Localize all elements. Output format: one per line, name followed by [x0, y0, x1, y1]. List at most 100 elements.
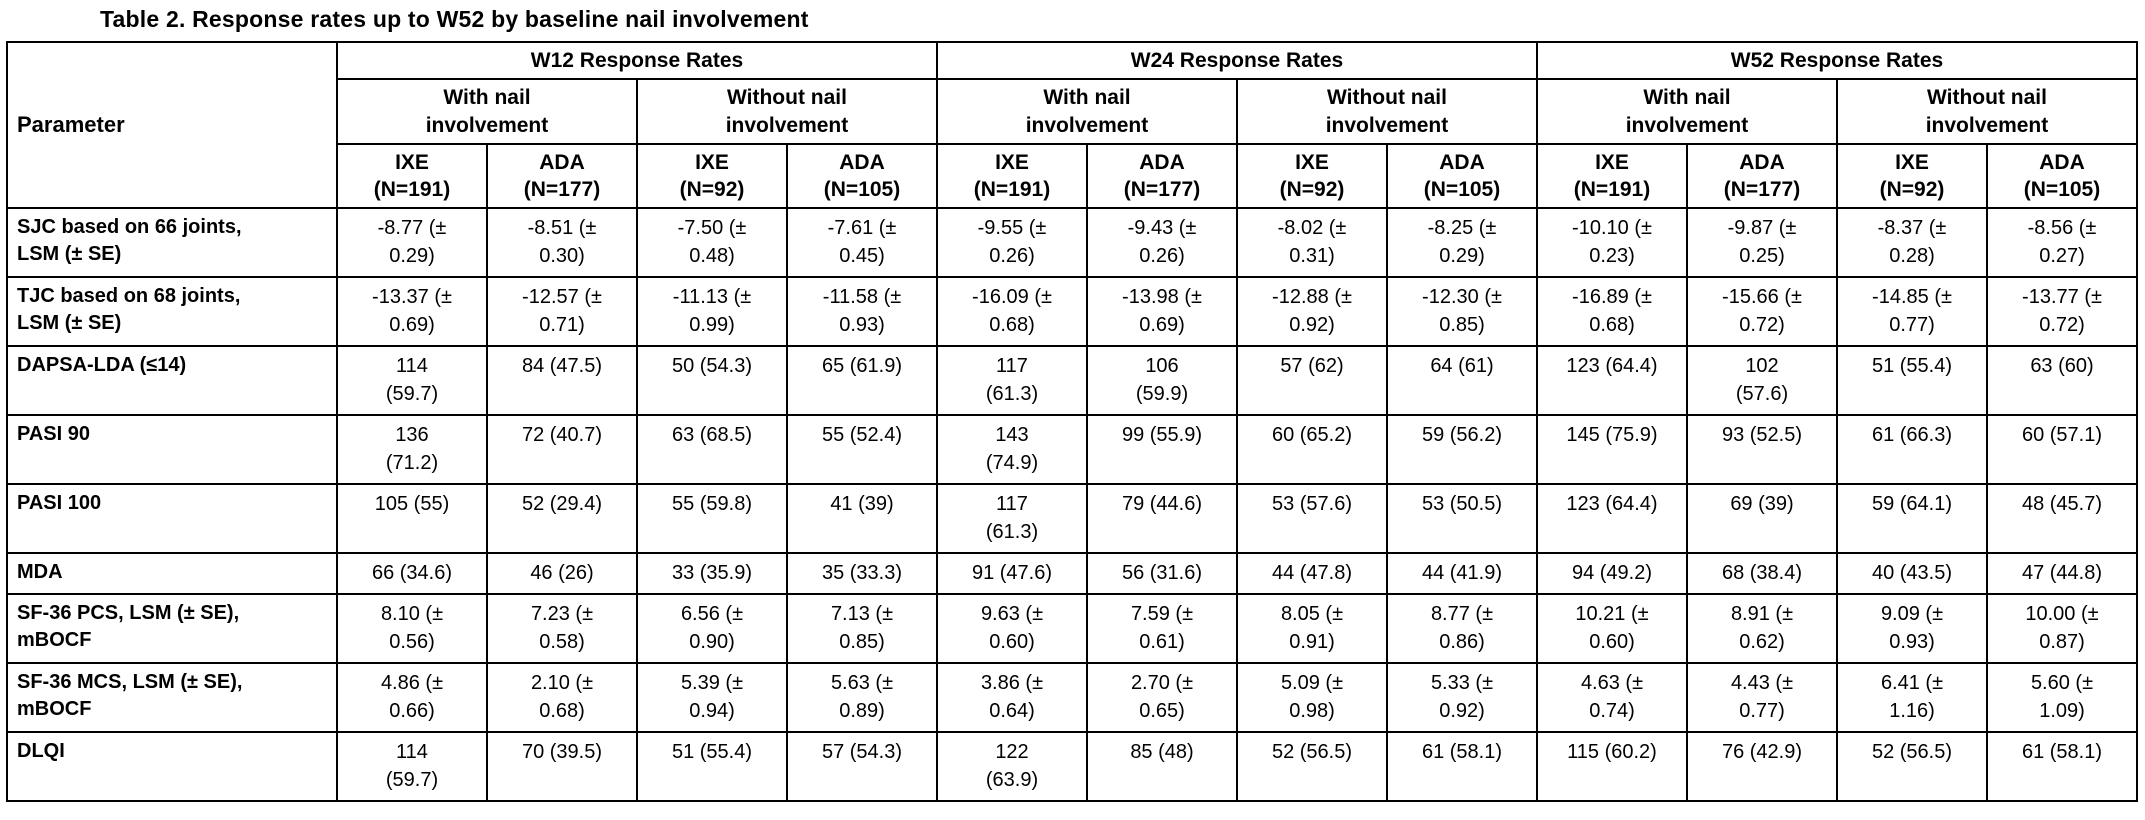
- value-cell: -7.50 (± 0.48): [636, 207, 788, 279]
- arm-header-w12-with-ixe: IXE (N=191): [336, 142, 488, 210]
- value-cell: 68 (38.4): [1686, 552, 1838, 596]
- value-cell: 102 (57.6): [1686, 345, 1838, 417]
- parameter-cell: PASI 90: [6, 414, 338, 486]
- value-cell: 35 (33.3): [786, 552, 938, 596]
- parameter-cell: DAPSA-LDA (≤14): [6, 345, 338, 417]
- value-cell: 6.56 (± 0.90): [636, 593, 788, 665]
- parameter-cell: MDA: [6, 552, 338, 596]
- value-cell: 63 (68.5): [636, 414, 788, 486]
- value-cell: 115 (60.2): [1536, 731, 1688, 803]
- value-cell: -8.25 (± 0.29): [1386, 207, 1538, 279]
- value-cell: 64 (61): [1386, 345, 1538, 417]
- value-cell: 61 (66.3): [1836, 414, 1988, 486]
- value-cell: 79 (44.6): [1086, 483, 1238, 555]
- parameter-cell: SJC based on 66 joints, LSM (± SE): [6, 207, 338, 279]
- arm-header-w12-without-ixe: IXE (N=92): [636, 142, 788, 210]
- value-cell: 57 (54.3): [786, 731, 938, 803]
- value-cell: 7.23 (± 0.58): [486, 593, 638, 665]
- value-cell: 2.70 (± 0.65): [1086, 662, 1238, 734]
- response-rates-table: Parameter W12 Response Rates W24 Respons…: [6, 40, 2138, 803]
- arm-header-w24-without-ada: ADA (N=105): [1386, 142, 1538, 210]
- value-cell: 69 (39): [1686, 483, 1838, 555]
- value-cell: 56 (31.6): [1086, 552, 1238, 596]
- value-cell: 91 (47.6): [936, 552, 1088, 596]
- value-cell: 60 (65.2): [1236, 414, 1388, 486]
- value-cell: -14.85 (± 0.77): [1836, 276, 1988, 348]
- table-body: SJC based on 66 joints, LSM (± SE) -8.77 …: [6, 207, 2138, 803]
- arm-header-w24-without-ixe: IXE (N=92): [1236, 142, 1388, 210]
- value-cell: 51 (55.4): [636, 731, 788, 803]
- table-row-dlqi: DLQI 114 (59.7) 70 (39.5) 51 (55.4) 57 (54.3…: [6, 731, 2138, 803]
- header-row-arms: IXE (N=191) ADA (N=177) IXE (N=92) ADA (…: [7, 142, 2138, 210]
- value-cell: 10.00 (± 0.87): [1986, 593, 2138, 665]
- value-cell: -8.56 (± 0.27): [1986, 207, 2138, 279]
- value-cell: 52 (29.4): [486, 483, 638, 555]
- nail-group-header-w52-with: With nail involvement: [1536, 78, 1838, 145]
- page: Table 2. Response rates up to W52 by bas…: [6, 6, 2138, 803]
- value-cell: -13.98 (± 0.69): [1086, 276, 1238, 348]
- value-cell: -16.09 (± 0.68): [936, 276, 1088, 348]
- value-cell: 65 (61.9): [786, 345, 938, 417]
- arm-header-w52-with-ada: ADA (N=177): [1686, 142, 1838, 210]
- value-cell: -13.37 (± 0.69): [336, 276, 488, 348]
- arm-header-w12-without-ada: ADA (N=105): [786, 142, 938, 210]
- value-cell: -12.30 (± 0.85): [1386, 276, 1538, 348]
- value-cell: 52 (56.5): [1836, 731, 1988, 803]
- header-row-timepoints: Parameter W12 Response Rates W24 Respons…: [6, 40, 2138, 210]
- value-cell: 41 (39): [786, 483, 938, 555]
- value-cell: 8.05 (± 0.91): [1236, 593, 1388, 665]
- value-cell: -7.61 (± 0.45): [786, 207, 938, 279]
- value-cell: -11.13 (± 0.99): [636, 276, 788, 348]
- parameter-cell: DLQI: [6, 731, 338, 803]
- value-cell: 123 (64.4): [1536, 483, 1688, 555]
- table-header: Parameter W12 Response Rates W24 Respons…: [6, 40, 2138, 210]
- table-row-sjc-based-on-66-joints-lsm-se: SJC based on 66 joints, LSM (± SE) -8.77 …: [6, 207, 2138, 279]
- table-title: Table 2. Response rates up to W52 by bas…: [100, 6, 809, 32]
- value-cell: 5.39 (± 0.94): [636, 662, 788, 734]
- value-cell: -16.89 (± 0.68): [1536, 276, 1688, 348]
- parameter-cell: PASI 100: [6, 483, 338, 555]
- value-cell: 76 (42.9): [1686, 731, 1838, 803]
- value-cell: 7.13 (± 0.85): [786, 593, 938, 665]
- value-cell: 5.63 (± 0.89): [786, 662, 938, 734]
- value-cell: 61 (58.1): [1986, 731, 2138, 803]
- value-cell: 2.10 (± 0.68): [486, 662, 638, 734]
- value-cell: 123 (64.4): [1536, 345, 1688, 417]
- table-row-tjc-based-on-68-joints-lsm-se: TJC based on 68 joints, LSM (± SE) -13.37…: [6, 276, 2138, 348]
- value-cell: 60 (57.1): [1986, 414, 2138, 486]
- value-cell: 122 (63.9): [936, 731, 1088, 803]
- value-cell: -12.57 (± 0.71): [486, 276, 638, 348]
- value-cell: 59 (56.2): [1386, 414, 1538, 486]
- value-cell: 4.86 (± 0.66): [336, 662, 488, 734]
- value-cell: -9.43 (± 0.26): [1086, 207, 1238, 279]
- nail-group-header-w24-with: With nail involvement: [936, 78, 1238, 145]
- value-cell: 9.09 (± 0.93): [1836, 593, 1988, 665]
- value-cell: 46 (26): [486, 552, 638, 596]
- value-cell: 4.43 (± 0.77): [1686, 662, 1838, 734]
- value-cell: 57 (62): [1236, 345, 1388, 417]
- value-cell: 117 (61.3): [936, 345, 1088, 417]
- value-cell: -10.10 (± 0.23): [1536, 207, 1688, 279]
- value-cell: -9.87 (± 0.25): [1686, 207, 1838, 279]
- value-cell: 5.60 (± 1.09): [1986, 662, 2138, 734]
- nail-group-header-w52-without: Without nail involvement: [1836, 78, 2138, 145]
- arm-header-w52-without-ixe: IXE (N=92): [1836, 142, 1988, 210]
- table-row-dapsa-lda-14: DAPSA-LDA (≤14) 114 (59.7) 84 (47.5) 50 (54…: [6, 345, 2138, 417]
- table-row-sf-36-pcs-lsm-se-mbocf: SF-36 PCS, LSM (± SE), mBOCF 8.10 (± 0.56…: [6, 593, 2138, 665]
- parameter-column-header: Parameter: [6, 40, 338, 210]
- value-cell: 52 (56.5): [1236, 731, 1388, 803]
- value-cell: 33 (35.9): [636, 552, 788, 596]
- value-cell: 5.33 (± 0.92): [1386, 662, 1538, 734]
- table-row-sf-36-mcs-lsm-se-mbocf: SF-36 MCS, LSM (± SE), mBOCF 4.86 (± 0.66…: [6, 662, 2138, 734]
- value-cell: 7.59 (± 0.61): [1086, 593, 1238, 665]
- value-cell: 44 (41.9): [1386, 552, 1538, 596]
- value-cell: 61 (58.1): [1386, 731, 1538, 803]
- value-cell: -8.77 (± 0.29): [336, 207, 488, 279]
- value-cell: 8.91 (± 0.62): [1686, 593, 1838, 665]
- value-cell: 85 (48): [1086, 731, 1238, 803]
- timepoint-header-w52: W52 Response Rates: [1536, 40, 2138, 81]
- value-cell: -8.51 (± 0.30): [486, 207, 638, 279]
- nail-group-header-w12-with: With nail involvement: [336, 78, 638, 145]
- value-cell: 94 (49.2): [1536, 552, 1688, 596]
- nail-group-header-w24-without: Without nail involvement: [1236, 78, 1538, 145]
